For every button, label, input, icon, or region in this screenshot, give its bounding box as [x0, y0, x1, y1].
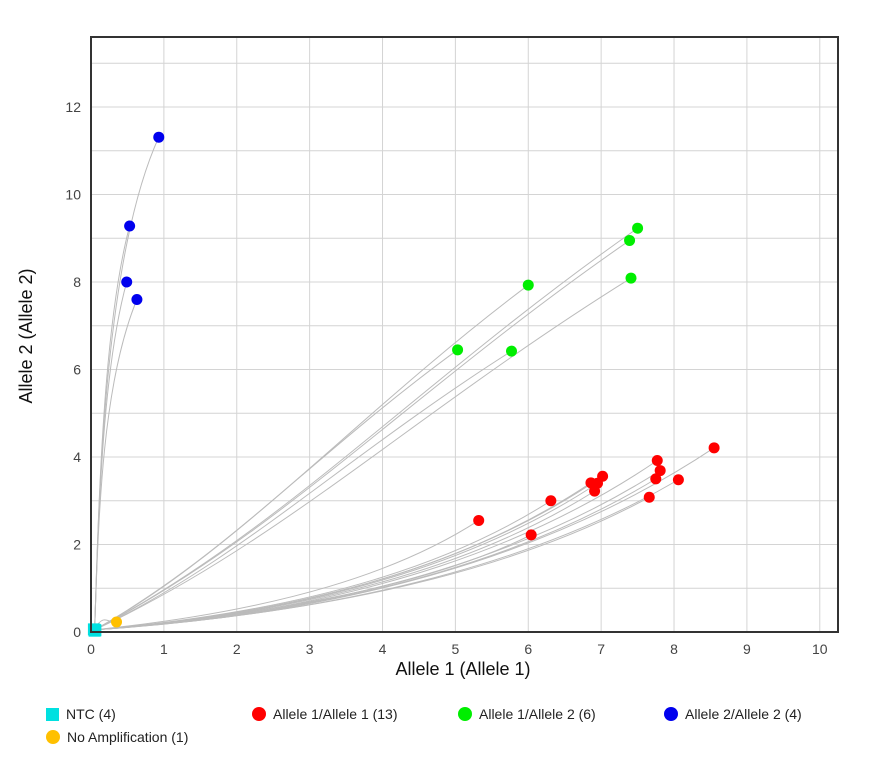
data-point	[545, 495, 557, 507]
amplification-trace	[94, 490, 595, 631]
x-tick-label: 2	[233, 641, 241, 657]
legend-item-no-amplification: No Amplification (1)	[46, 729, 188, 745]
x-tick-label: 4	[379, 641, 387, 657]
amplification-trace	[94, 284, 529, 631]
amplification-trace	[94, 470, 661, 631]
legend-swatch-circle-icon	[458, 707, 472, 721]
amplification-trace	[94, 227, 638, 631]
x-tick-label: 5	[451, 641, 459, 657]
amplification-trace	[94, 478, 657, 631]
data-point	[632, 222, 644, 234]
y-tick-label: 4	[73, 449, 81, 465]
amplification-trace	[94, 482, 598, 631]
data-point	[452, 344, 464, 356]
legend-item-ntc: NTC (4)	[46, 706, 116, 722]
data-point	[708, 442, 720, 454]
legend-swatch-circle-icon	[252, 707, 266, 721]
y-axis-title: Allele 2 (Allele 2)	[16, 268, 36, 403]
amplification-traces	[94, 136, 715, 631]
y-tick-labels: 0 2 4 6 8 10 12	[65, 99, 81, 640]
amplification-trace	[94, 479, 679, 631]
data-points	[87, 131, 720, 637]
legend-label: Allele 1/Allele 1 (13)	[273, 706, 398, 722]
legend-item-allele1-allele2: Allele 1/Allele 2 (6)	[458, 706, 596, 722]
amplification-trace	[94, 299, 138, 630]
amplification-trace	[94, 277, 632, 631]
plot-frame	[90, 36, 839, 633]
legend: NTC (4) Allele 1/Allele 1 (13) Allele 1/…	[46, 706, 846, 766]
y-tick-label: 10	[65, 187, 81, 203]
x-tick-label: 3	[306, 641, 314, 657]
amplification-trace	[94, 482, 592, 631]
amplification-trace	[94, 240, 630, 631]
amplification-trace	[94, 460, 658, 631]
x-tick-label: 8	[670, 641, 678, 657]
x-tick-label: 10	[812, 641, 828, 657]
x-tick-label: 7	[597, 641, 605, 657]
data-point	[624, 234, 636, 246]
legend-label: NTC (4)	[66, 706, 116, 722]
legend-swatch-square-icon	[46, 707, 59, 721]
legend-swatch-circle-icon	[664, 707, 678, 721]
legend-label: Allele 1/Allele 2 (6)	[479, 706, 596, 722]
data-point	[111, 616, 123, 628]
legend-label: Allele 2/Allele 2 (4)	[685, 706, 802, 722]
data-point	[597, 470, 609, 482]
legend-item-allele2-allele2: Allele 2/Allele 2 (4)	[664, 706, 802, 722]
y-tick-label: 2	[73, 537, 81, 553]
data-point	[153, 131, 165, 143]
data-point	[473, 514, 485, 526]
data-point	[650, 473, 662, 485]
data-point	[124, 220, 136, 232]
x-tick-labels: 0 1 2 3 4 5 6 7 8 9 10	[87, 641, 828, 657]
y-tick-label: 6	[73, 362, 81, 378]
data-point	[654, 465, 666, 477]
legend-swatch-circle-icon	[46, 730, 60, 744]
data-point	[131, 294, 143, 305]
data-point	[525, 529, 537, 541]
data-point	[625, 272, 637, 284]
data-point	[506, 345, 518, 357]
amplification-trace	[94, 500, 552, 631]
amplification-trace	[94, 520, 479, 631]
data-point	[643, 491, 655, 503]
x-tick-label: 1	[160, 641, 168, 657]
amplification-trace	[94, 136, 160, 630]
amplification-trace	[94, 475, 603, 631]
y-tick-label: 12	[65, 99, 81, 115]
data-point	[672, 474, 684, 486]
legend-label: No Amplification (1)	[67, 729, 189, 745]
x-tick-label: 9	[743, 641, 751, 657]
amplification-trace	[94, 496, 650, 631]
legend-item-allele1-allele1: Allele 1/Allele 1 (13)	[252, 706, 398, 722]
data-point	[121, 276, 133, 288]
amplification-trace	[94, 350, 512, 631]
amplification-trace	[94, 447, 715, 631]
x-axis-title: Allele 1 (Allele 1)	[395, 659, 530, 679]
x-tick-label: 6	[524, 641, 532, 657]
x-tick-label: 0	[87, 641, 95, 657]
data-point	[651, 455, 663, 466]
data-point	[522, 279, 534, 291]
y-tick-label: 0	[73, 624, 81, 640]
y-tick-label: 8	[73, 274, 81, 290]
